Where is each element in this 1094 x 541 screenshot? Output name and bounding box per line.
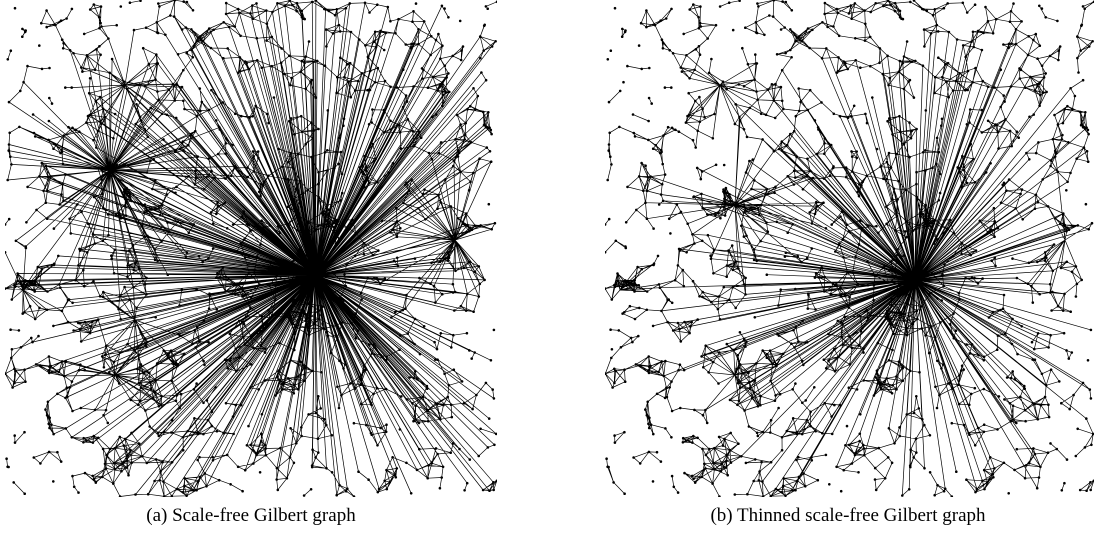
caption: (a) Scale-free Gilbert graph <box>146 505 356 526</box>
caption: (b) Thinned scale-free Gilbert graph <box>710 505 986 526</box>
graph-nodes <box>605 0 1094 497</box>
graph-edges <box>605 0 1094 497</box>
graph-panel <box>605 0 1094 497</box>
graph-edges <box>5 0 497 497</box>
graph-panel <box>5 0 497 497</box>
